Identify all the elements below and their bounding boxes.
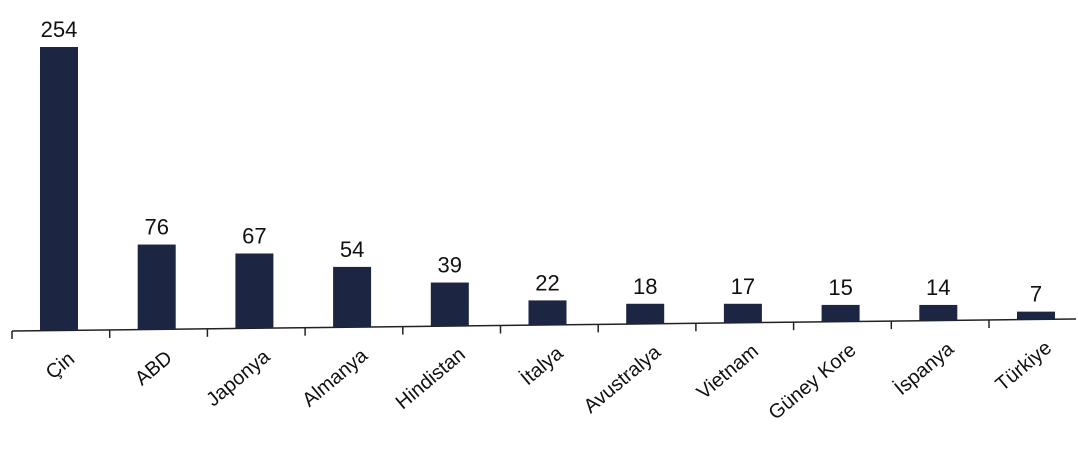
value-label-10: 7 (1030, 282, 1042, 307)
category-label-2: Japonya (202, 345, 275, 411)
axis-layer (11, 318, 1077, 339)
category-label-4: Hindistan (392, 343, 470, 413)
value-label-7: 17 (731, 274, 755, 299)
value-label-0: 254 (41, 17, 78, 42)
category-label-5: İtalya (516, 341, 568, 390)
value-label-2: 67 (242, 223, 266, 248)
value-label-5: 22 (535, 270, 559, 295)
category-label-10: Türkiye (992, 337, 1056, 396)
value-label-4: 39 (438, 253, 462, 278)
bars-layer (40, 47, 1055, 331)
bar-1 (137, 244, 176, 330)
category-label-9: İspanya (890, 337, 959, 400)
category-label-6: Avustralya (580, 341, 666, 418)
bar-7 (723, 303, 762, 323)
category-label-0: Çin (42, 348, 79, 384)
bar-4 (430, 282, 469, 327)
bar-0 (40, 47, 78, 331)
bar-5 (528, 300, 567, 325)
bar-2 (235, 253, 274, 329)
value-label-8: 15 (828, 275, 852, 300)
bar-9 (919, 304, 958, 321)
value-label-6: 18 (633, 274, 657, 299)
value-label-1: 76 (144, 215, 168, 240)
value-label-3: 54 (340, 237, 364, 262)
category-label-3: Almanya (298, 344, 372, 411)
x-axis-line (11, 318, 1077, 332)
bar-3 (333, 266, 372, 328)
bar-6 (626, 303, 665, 324)
category-label-8: Güney Kore (765, 339, 861, 424)
value-label-9: 14 (926, 275, 950, 300)
bar-8 (821, 304, 860, 322)
category-label-7: Vietnam (693, 340, 763, 404)
bar-10 (1017, 311, 1055, 320)
value-labels-layer: 254 76 67 54 39 22 18 17 15 14 7 (41, 17, 1042, 307)
category-labels-layer: Çin ABD Japonya Almanya Hindistan İtalya Avust… (42, 337, 1056, 425)
category-label-1: ABD (131, 347, 177, 390)
